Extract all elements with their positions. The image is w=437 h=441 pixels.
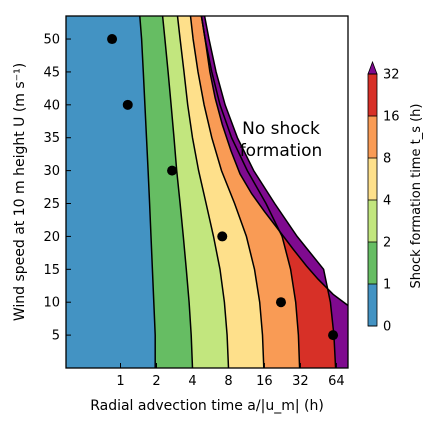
x-tick-label: 2	[152, 374, 160, 389]
contour-lines	[139, 16, 348, 368]
x-axis: 1 2 4 8 16 32 64	[116, 363, 345, 389]
contour-line-32	[203, 16, 337, 368]
y-tick-label: 5	[52, 329, 60, 344]
contour-line-1	[139, 16, 156, 368]
y-axis: 5 10 15 20 25 30 35 40 45 50	[43, 33, 71, 344]
contour-line-16	[200, 16, 301, 368]
plot-frame	[65, 15, 349, 369]
data-point-3	[167, 165, 178, 176]
shock-boundary-line	[200, 16, 348, 307]
colorbar-segment-6	[368, 74, 377, 117]
y-axis-label: Wind speed at 10 m height U (m s⁻¹)	[12, 63, 28, 321]
colorbar-segment-2	[368, 242, 377, 285]
y-tick-label: 20	[43, 230, 60, 245]
colorbar-segment-1	[368, 284, 377, 327]
colorbar-tick-label: 16	[383, 110, 400, 125]
y-tick-label: 15	[43, 263, 60, 278]
x-tick-label: 32	[292, 374, 309, 389]
contour-band-1	[66, 16, 156, 368]
colorbar-segment-3	[368, 200, 377, 243]
x-tick-label: 1	[116, 374, 124, 389]
y-tick-label: 30	[43, 164, 60, 179]
x-tick-label: 16	[256, 374, 273, 389]
colorbar-segment-5	[368, 116, 377, 159]
no-shock-annotation: No shock formation	[240, 119, 323, 161]
y-tick-label: 45	[43, 65, 60, 80]
data-point-6	[328, 330, 339, 341]
colorbar-extend-arrow	[367, 60, 378, 75]
y-tick-label: 35	[43, 131, 60, 146]
contour-line-4	[176, 16, 230, 368]
colorbar-tick-label: 4	[383, 194, 391, 209]
colorbar-tick-label: 8	[383, 152, 391, 167]
data-point-2	[122, 99, 133, 110]
x-tick-label: 8	[224, 374, 232, 389]
data-point-1	[107, 34, 118, 45]
contour-line-2	[161, 16, 194, 368]
y-tick-label: 40	[43, 98, 60, 113]
colorbar-tick-label: 1	[383, 278, 391, 293]
contour-line-8	[189, 16, 265, 368]
colorbar: 0 1 2 4 8 16 32	[367, 60, 400, 335]
colorbar-tick-label: 2	[383, 236, 391, 251]
data-point-5	[275, 297, 286, 308]
contour-fills	[66, 16, 348, 368]
y-tick-label: 25	[43, 197, 60, 212]
y-tick-label: 50	[43, 33, 60, 48]
colorbar-tick-label: 32	[383, 68, 400, 83]
x-axis-label: Radial advection time a/|u_m| (h)	[90, 398, 324, 414]
x-tick-label: 4	[188, 374, 196, 389]
colorbar-tick-label: 0	[383, 320, 391, 335]
data-point-4	[217, 231, 228, 242]
x-tick-label: 64	[328, 374, 345, 389]
colorbar-label: Shock formation time t_s (h)	[409, 104, 424, 289]
observation-points	[107, 34, 339, 341]
y-tick-label: 10	[43, 296, 60, 311]
colorbar-segment-4	[368, 158, 377, 201]
